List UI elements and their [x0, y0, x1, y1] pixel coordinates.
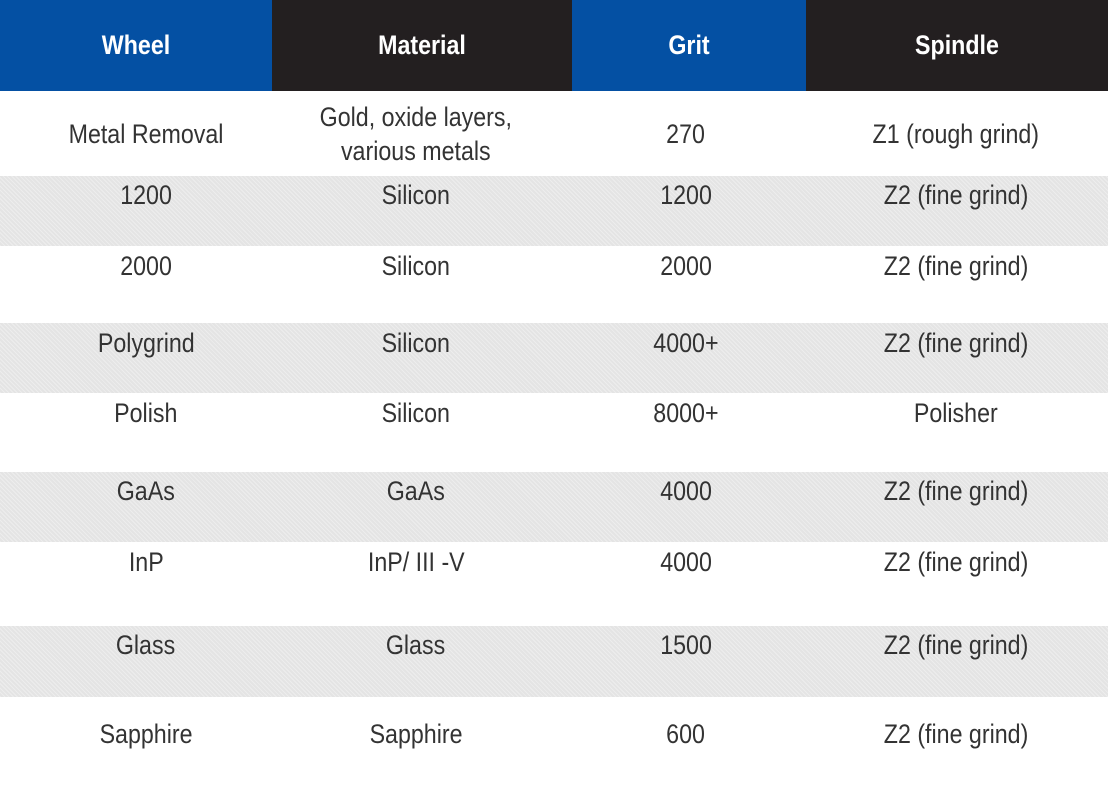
cell-wheel: Metal Removal	[68, 118, 224, 149]
table-row: Polish Silicon 8000+ Polisher	[0, 393, 1108, 472]
cell-wheel: Polygrind	[97, 328, 195, 358]
cell-material: Gold, oxide layers, various metals	[319, 101, 513, 166]
cell-grit: 4000+	[653, 328, 719, 358]
header-wheel: Wheel	[101, 30, 171, 60]
table-row: 1200 Silicon 1200 Z2 (fine grind)	[0, 176, 1108, 246]
table-row: Metal Removal Gold, oxide layers, variou…	[0, 91, 1108, 176]
cell-wheel: Glass	[116, 630, 176, 660]
table-row: Polygrind Silicon 4000+ Z2 (fine grind)	[0, 323, 1108, 393]
table-row: InP InP/ III -V 4000 Z2 (fine grind)	[0, 542, 1108, 626]
cell-spindle: Z2 (fine grind)	[883, 547, 1029, 577]
cell-spindle: Z2 (fine grind)	[883, 476, 1029, 506]
cell-spindle: Z2 (fine grind)	[883, 719, 1029, 749]
cell-grit: 1500	[660, 630, 712, 660]
cell-grit: 8000+	[653, 398, 719, 428]
table-row: GaAs GaAs 4000 Z2 (fine grind)	[0, 472, 1108, 542]
table-header-row: Wheel Material Grit Spindle	[0, 0, 1108, 91]
cell-wheel: 2000	[120, 251, 172, 281]
cell-spindle: Z2 (fine grind)	[883, 180, 1029, 210]
header-cell-bg-material	[272, 0, 572, 91]
table-row: Sapphire Sapphire 600 Z2 (fine grind)	[0, 697, 1108, 770]
cell-wheel: Sapphire	[99, 719, 193, 749]
cell-grit: 1200	[660, 180, 712, 210]
cell-grit: 600	[666, 719, 706, 749]
cell-grit: 4000	[660, 547, 712, 577]
cell-wheel: Polish	[114, 398, 178, 428]
header-cell-bg-wheel	[0, 0, 272, 91]
cell-material: GaAs	[386, 476, 446, 506]
cell-grit: 4000	[660, 476, 712, 506]
header-grit: Grit	[668, 30, 710, 60]
cell-wheel: 1200	[120, 180, 172, 210]
cell-wheel: GaAs	[116, 476, 176, 506]
cell-spindle: Z2 (fine grind)	[883, 630, 1029, 660]
cell-material: Sapphire	[369, 719, 463, 749]
cell-material: Silicon	[381, 251, 451, 281]
grinding-wheel-table: Wheel Material Grit Spindle Metal Remova…	[0, 0, 1108, 770]
cell-material: Silicon	[381, 180, 451, 210]
table-row: Glass Glass 1500 Z2 (fine grind)	[0, 626, 1108, 697]
header-cell-bg-spindle	[806, 0, 1108, 91]
cell-wheel: InP	[128, 547, 164, 577]
cell-spindle: Polisher	[914, 398, 998, 428]
header-material: Material	[378, 30, 466, 60]
table-row: 2000 Silicon 2000 Z2 (fine grind)	[0, 246, 1108, 323]
header-cell-bg-grit	[572, 0, 806, 91]
header-spindle: Spindle	[915, 30, 999, 60]
cell-material: InP/ III -V	[367, 547, 465, 577]
cell-material: Glass	[386, 630, 446, 660]
cell-spindle: Z1 (rough grind)	[872, 118, 1040, 149]
cell-material: Silicon	[381, 398, 451, 428]
cell-grit: 270	[666, 118, 706, 149]
cell-spindle: Z2 (fine grind)	[883, 251, 1029, 281]
cell-grit: 2000	[660, 251, 712, 281]
cell-material: Silicon	[381, 328, 451, 358]
cell-spindle: Z2 (fine grind)	[883, 328, 1029, 358]
